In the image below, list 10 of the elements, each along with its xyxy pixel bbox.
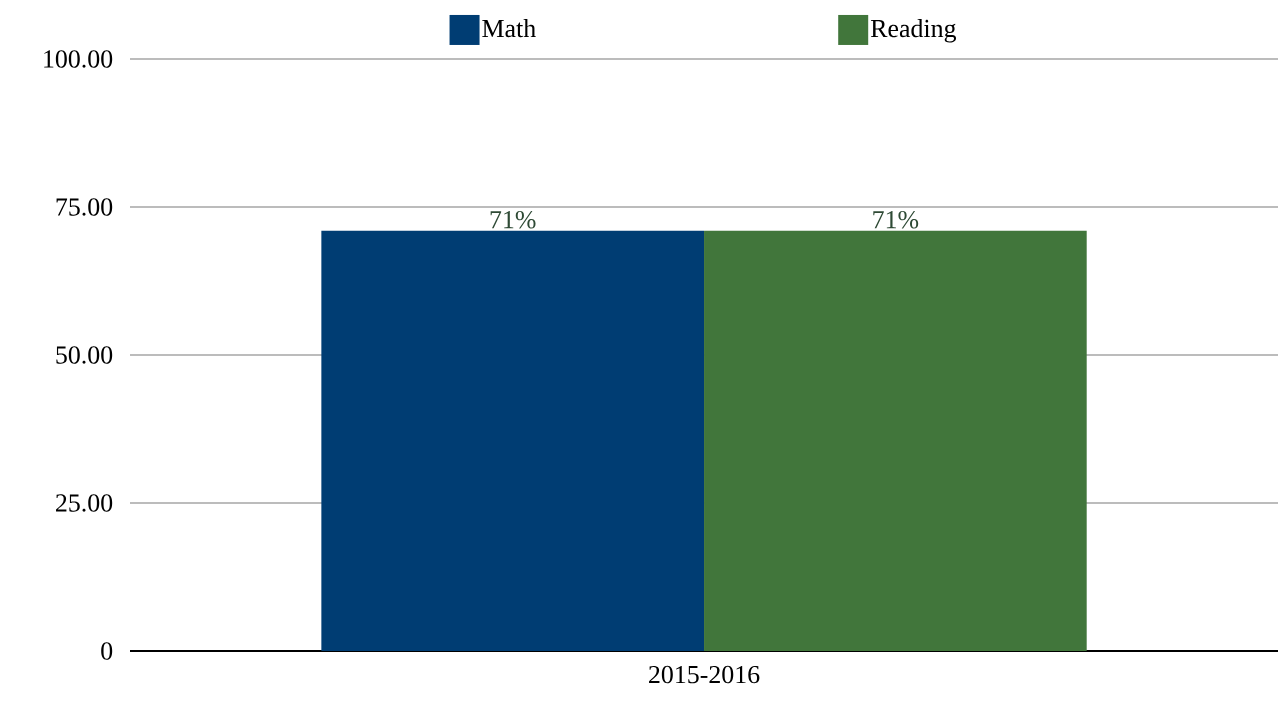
legend-label: Math (482, 19, 536, 38)
y-tick-label: 100.00 (44, 50, 113, 68)
legend-label: Reading (870, 19, 957, 43)
data-label: 71% (873, 210, 919, 229)
data-label: 71% (490, 210, 536, 229)
y-tick-label: 0 (101, 642, 113, 660)
x-tick-label: 2015-2016 (649, 665, 760, 684)
y-tick-label: 75.00 (56, 198, 113, 216)
y-tick-label: 50.00 (56, 346, 113, 364)
y-tick-label: 25.00 (56, 494, 113, 512)
